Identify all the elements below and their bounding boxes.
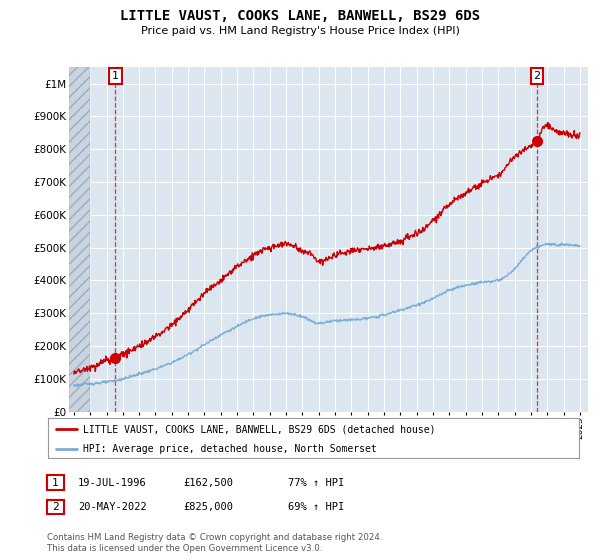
Text: 20-MAY-2022: 20-MAY-2022 <box>78 502 147 512</box>
Text: LITTLE VAUST, COOKS LANE, BANWELL, BS29 6DS (detached house): LITTLE VAUST, COOKS LANE, BANWELL, BS29 … <box>83 424 435 434</box>
Text: 1: 1 <box>112 71 119 81</box>
Text: Contains HM Land Registry data © Crown copyright and database right 2024.
This d: Contains HM Land Registry data © Crown c… <box>47 533 382 553</box>
Text: 2: 2 <box>52 502 59 512</box>
Text: £825,000: £825,000 <box>183 502 233 512</box>
Text: 77% ↑ HPI: 77% ↑ HPI <box>288 478 344 488</box>
Text: £162,500: £162,500 <box>183 478 233 488</box>
Text: 1: 1 <box>52 478 59 488</box>
Text: 69% ↑ HPI: 69% ↑ HPI <box>288 502 344 512</box>
Text: Price paid vs. HM Land Registry's House Price Index (HPI): Price paid vs. HM Land Registry's House … <box>140 26 460 36</box>
Text: LITTLE VAUST, COOKS LANE, BANWELL, BS29 6DS: LITTLE VAUST, COOKS LANE, BANWELL, BS29 … <box>120 9 480 23</box>
Text: 2: 2 <box>533 71 541 81</box>
Text: 19-JUL-1996: 19-JUL-1996 <box>78 478 147 488</box>
Text: HPI: Average price, detached house, North Somerset: HPI: Average price, detached house, Nort… <box>83 444 376 454</box>
